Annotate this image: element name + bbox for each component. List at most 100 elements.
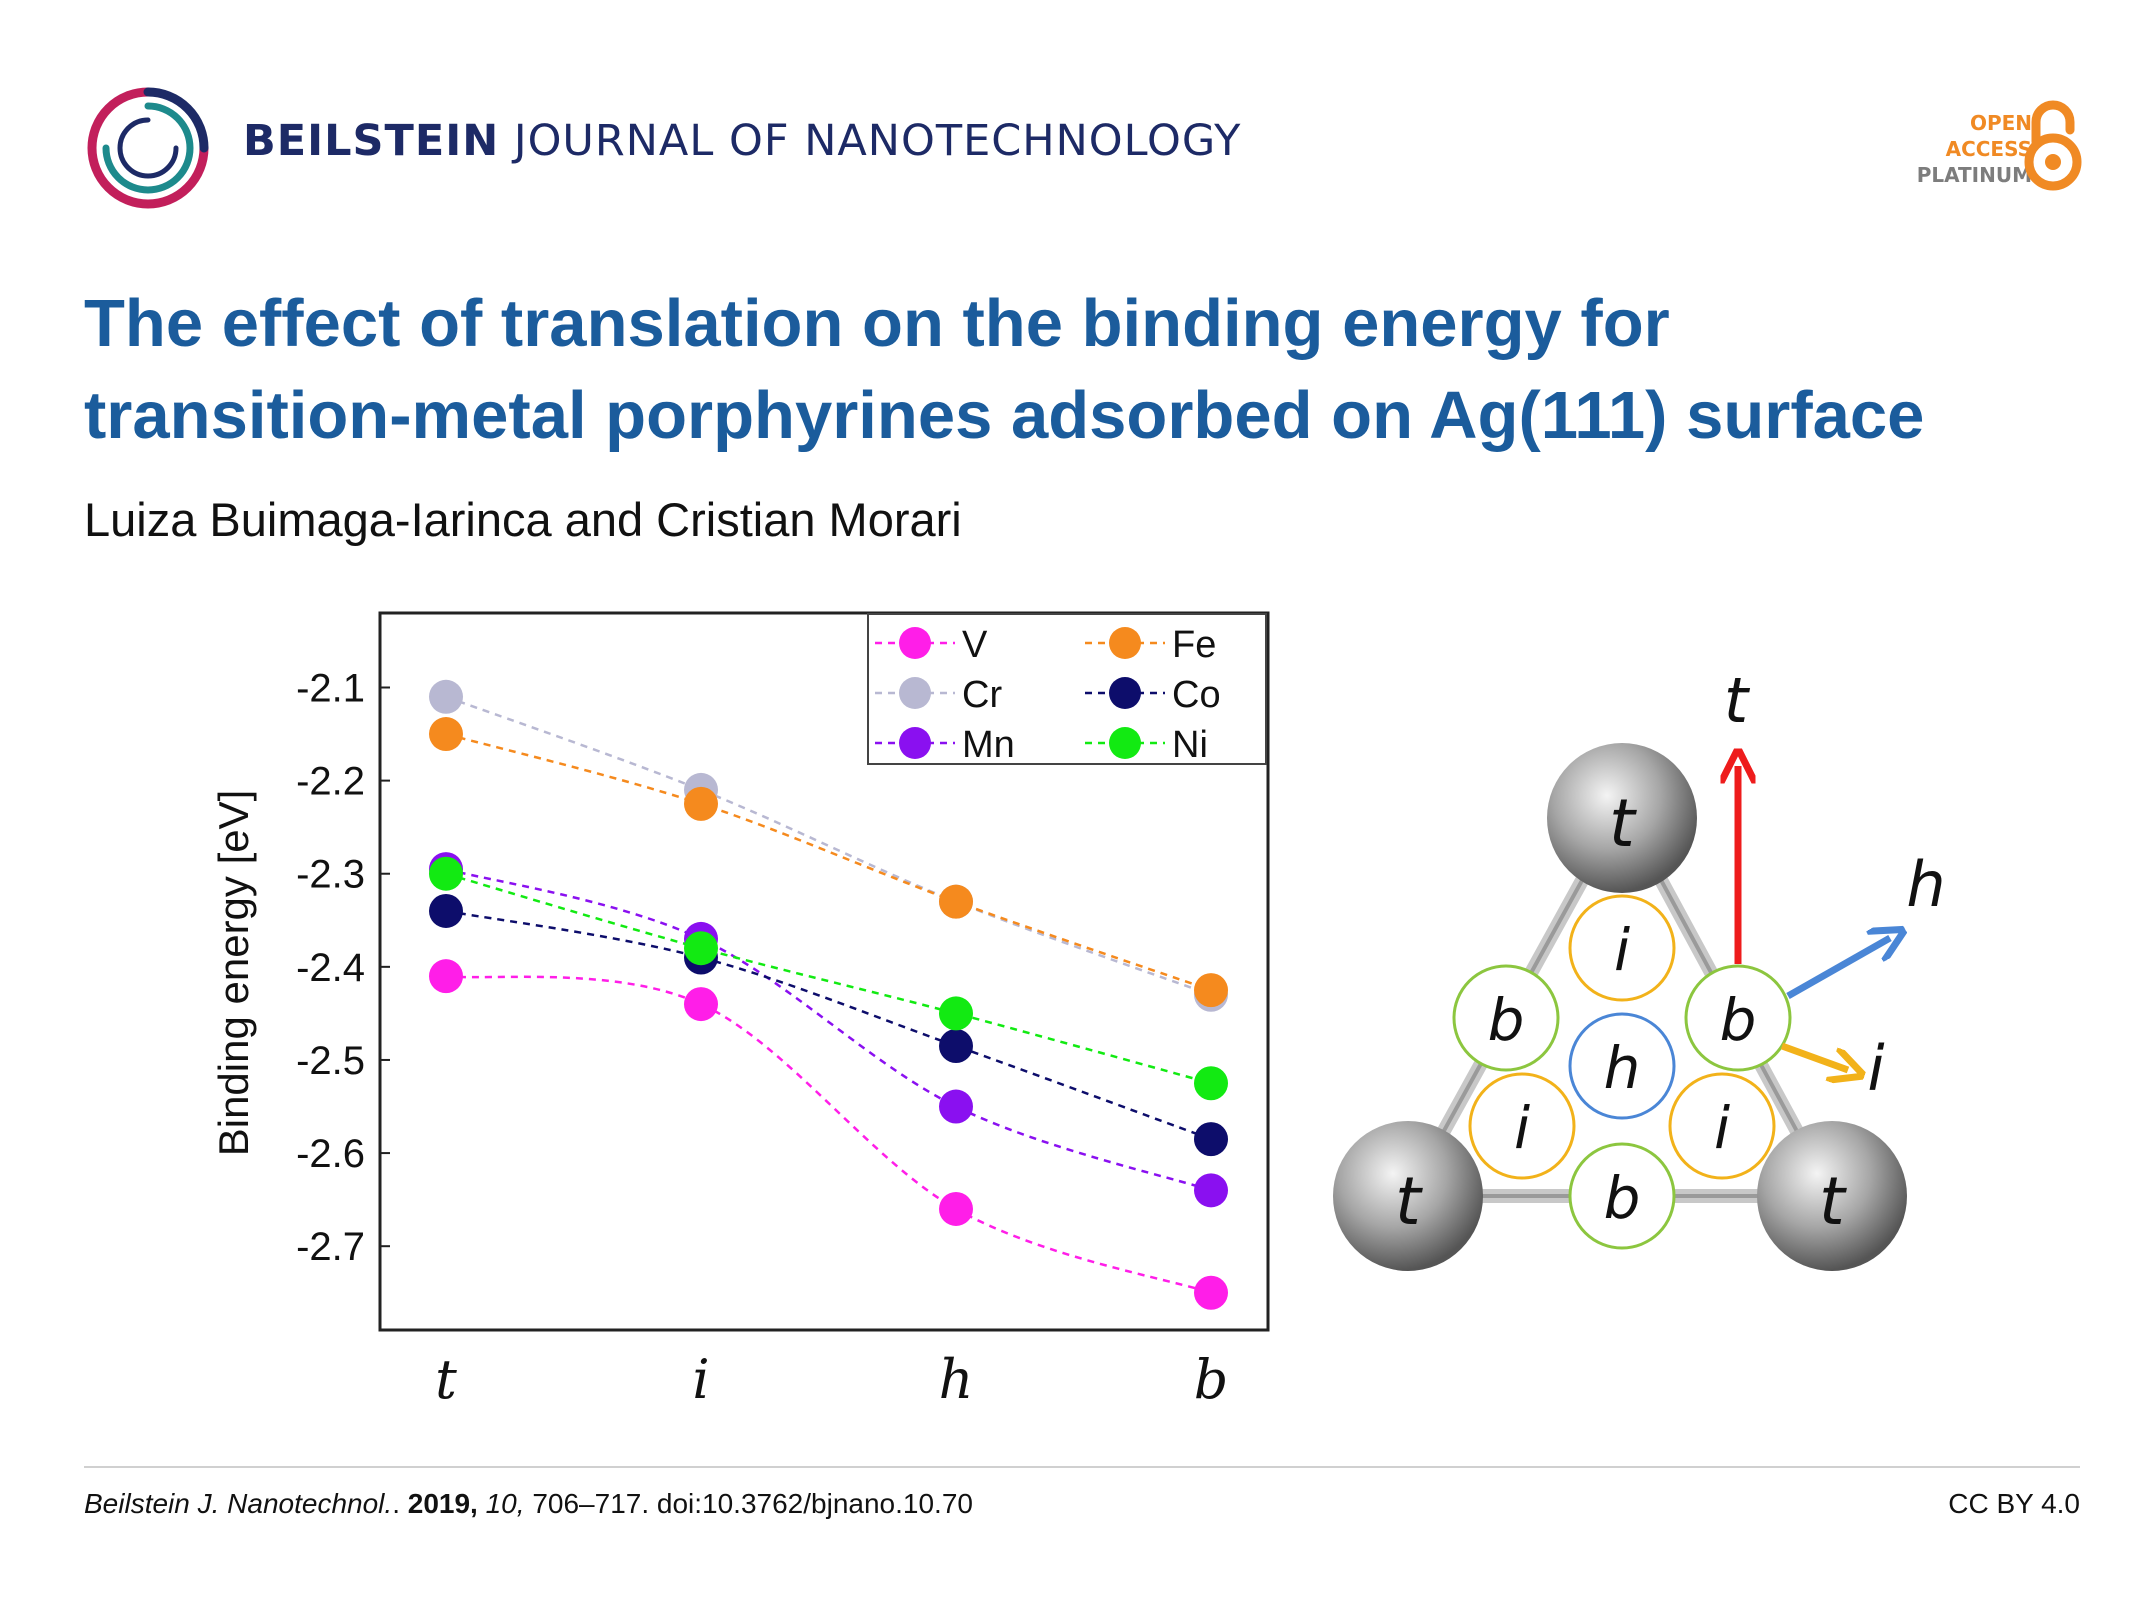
left-atom-sphere: [1333, 1121, 1483, 1271]
data-point-Fe: [1194, 973, 1228, 1008]
site-label-i-top: i: [1614, 916, 1630, 984]
site-label-t-right: t: [1819, 1163, 1847, 1240]
y-tick-label: -2.1: [296, 666, 365, 710]
data-point-Cr: [429, 679, 463, 714]
binding-energy-chart: -2.1 -2.2 -2.3 -2.4 -2.5 -2.6 -2.7 Binding ene…: [210, 611, 1270, 1411]
arrow-label-i: i: [1867, 1032, 1884, 1105]
y-tick-label: -2.5: [296, 1039, 365, 1083]
top-atom-sphere: [1547, 743, 1697, 893]
data-point-V: [939, 1191, 973, 1226]
data-point-Fe: [429, 717, 463, 752]
site-label-b-bottom: b: [1604, 1164, 1641, 1232]
arrow-label-h: h: [1906, 848, 1945, 921]
series-line-Ni: [445, 872, 1212, 1085]
data-point-Ni: [684, 931, 718, 966]
site-b-right: [1684, 964, 1792, 1072]
legend-label: Ni: [1172, 724, 1208, 766]
site-b-left: [1452, 964, 1560, 1072]
oa-line2: ACCESS: [1945, 137, 2032, 161]
license: CC BY 4.0: [1948, 1488, 2080, 1519]
site-label-i-right: i: [1714, 1094, 1730, 1162]
journal-name-rest: JOURNAL OF NANOTECHNOLOGY: [513, 116, 1242, 166]
arrow-label-t: t: [1724, 664, 1751, 737]
x-tick-label: b: [1194, 1348, 1229, 1411]
chart-legend: V Fe Cr Co Mn Ni: [867, 613, 1267, 766]
series-line-Mn: [445, 867, 1212, 1192]
site-i-right: [1668, 1072, 1776, 1180]
legend-label: V: [962, 624, 988, 666]
series-line-Co: [445, 909, 1212, 1141]
oa-line1: OPEN: [1969, 111, 2032, 135]
open-access-lock-icon: [2024, 100, 2082, 191]
series-line-Cr: [445, 695, 1212, 996]
data-point-Fe: [684, 786, 718, 821]
journal-name-bold: BEILSTEIN: [243, 116, 500, 166]
title-line-1: The effect of translation on the binding…: [84, 286, 1670, 361]
site-label-t-left: t: [1395, 1163, 1423, 1240]
site-label-b-right: b: [1720, 986, 1757, 1054]
series-line-V: [445, 974, 1212, 1294]
legend-swatch-marker: [1109, 627, 1141, 659]
site-label-t-top: t: [1609, 785, 1637, 862]
data-point-Co: [1194, 1122, 1228, 1157]
legend-swatch-marker: [899, 727, 931, 759]
right-atom-sphere: [1757, 1121, 1907, 1271]
journal-name: BEILSTEIN JOURNAL OF NANOTECHNOLOGY: [243, 116, 1241, 166]
data-point-Ni: [429, 856, 463, 891]
series-lines: [445, 695, 1212, 1294]
footer-divider: [84, 1466, 2080, 1468]
data-point-Mn: [939, 1089, 973, 1124]
site-i-left: [1468, 1072, 1576, 1180]
data-point-Co: [939, 1028, 973, 1063]
y-tick-label: -2.6: [296, 1132, 365, 1176]
y-axis: -2.1 -2.2 -2.3 -2.4 -2.5 -2.6 -2.7: [296, 666, 390, 1269]
legend-label: Fe: [1172, 624, 1216, 666]
legend-box: [867, 613, 1267, 765]
oa-line3: PLATINUM: [1916, 163, 2032, 187]
site-i-top: [1568, 894, 1676, 1002]
legend-label: Mn: [962, 724, 1015, 766]
x-tick-label: i: [692, 1348, 709, 1411]
y-tick-label: -2.3: [296, 853, 365, 897]
legend-label: Co: [1172, 674, 1221, 716]
data-point-Fe: [939, 884, 973, 919]
data-point-V: [1194, 1275, 1228, 1310]
site-label-i-left: i: [1514, 1094, 1530, 1162]
series-line-Fe: [445, 732, 1212, 992]
citation-year: 2019,: [407, 1488, 478, 1519]
data-point-V: [429, 959, 463, 994]
citation-journal: Beilstein J. Nanotechnol.: [84, 1488, 393, 1519]
series-points: [429, 679, 1228, 1310]
article-title: The effect of translation on the binding…: [84, 278, 2084, 462]
data-point-Mn: [1194, 1173, 1228, 1208]
legend-swatch-marker: [1109, 677, 1141, 709]
y-tick-label: -2.7: [296, 1225, 365, 1269]
y-axis-label: Binding energy [eV]: [210, 790, 257, 1157]
arrow-h: [1786, 938, 1890, 1000]
legend-swatch-marker: [899, 677, 931, 709]
adsorption-sites-schematic: t t t i b b h i i b t h i: [1333, 664, 1946, 1271]
legend-swatch-marker: [899, 627, 931, 659]
citation: Beilstein J. Nanotechnol.. 2019, 10, 706…: [84, 1488, 973, 1519]
open-access-badge: OPEN ACCESS PLATINUM: [1917, 110, 2032, 188]
x-tick-label: t: [435, 1348, 457, 1411]
article-authors: Luiza Buimaga-Iarinca and Cristian Morar…: [84, 493, 962, 546]
site-label-b-left: b: [1488, 986, 1525, 1054]
data-point-Co: [429, 893, 463, 928]
y-tick-label: -2.4: [296, 946, 365, 990]
title-line-2: transition-metal porphyrines adsorbed on…: [84, 378, 1925, 453]
data-point-Ni: [939, 996, 973, 1031]
data-point-V: [684, 987, 718, 1022]
legend-label: Cr: [962, 674, 1002, 716]
citation-pages-doi: 706–717. doi:10.3762/bjnano.10.70: [524, 1488, 973, 1519]
legend-swatch-marker: [1109, 727, 1141, 759]
data-point-Ni: [1194, 1066, 1228, 1101]
y-tick-label: -2.2: [296, 760, 365, 804]
site-b-bottom: [1568, 1142, 1676, 1250]
beilstein-ring-logo-icon: [87, 87, 209, 209]
site-label-h-center: h: [1604, 1034, 1641, 1102]
site-h-center: [1568, 1012, 1676, 1120]
arrow-i: [1780, 1042, 1848, 1070]
graphical-abstract-figure: -2.1 -2.2 -2.3 -2.4 -2.5 -2.6 -2.7 Binding ene…: [210, 611, 1946, 1411]
